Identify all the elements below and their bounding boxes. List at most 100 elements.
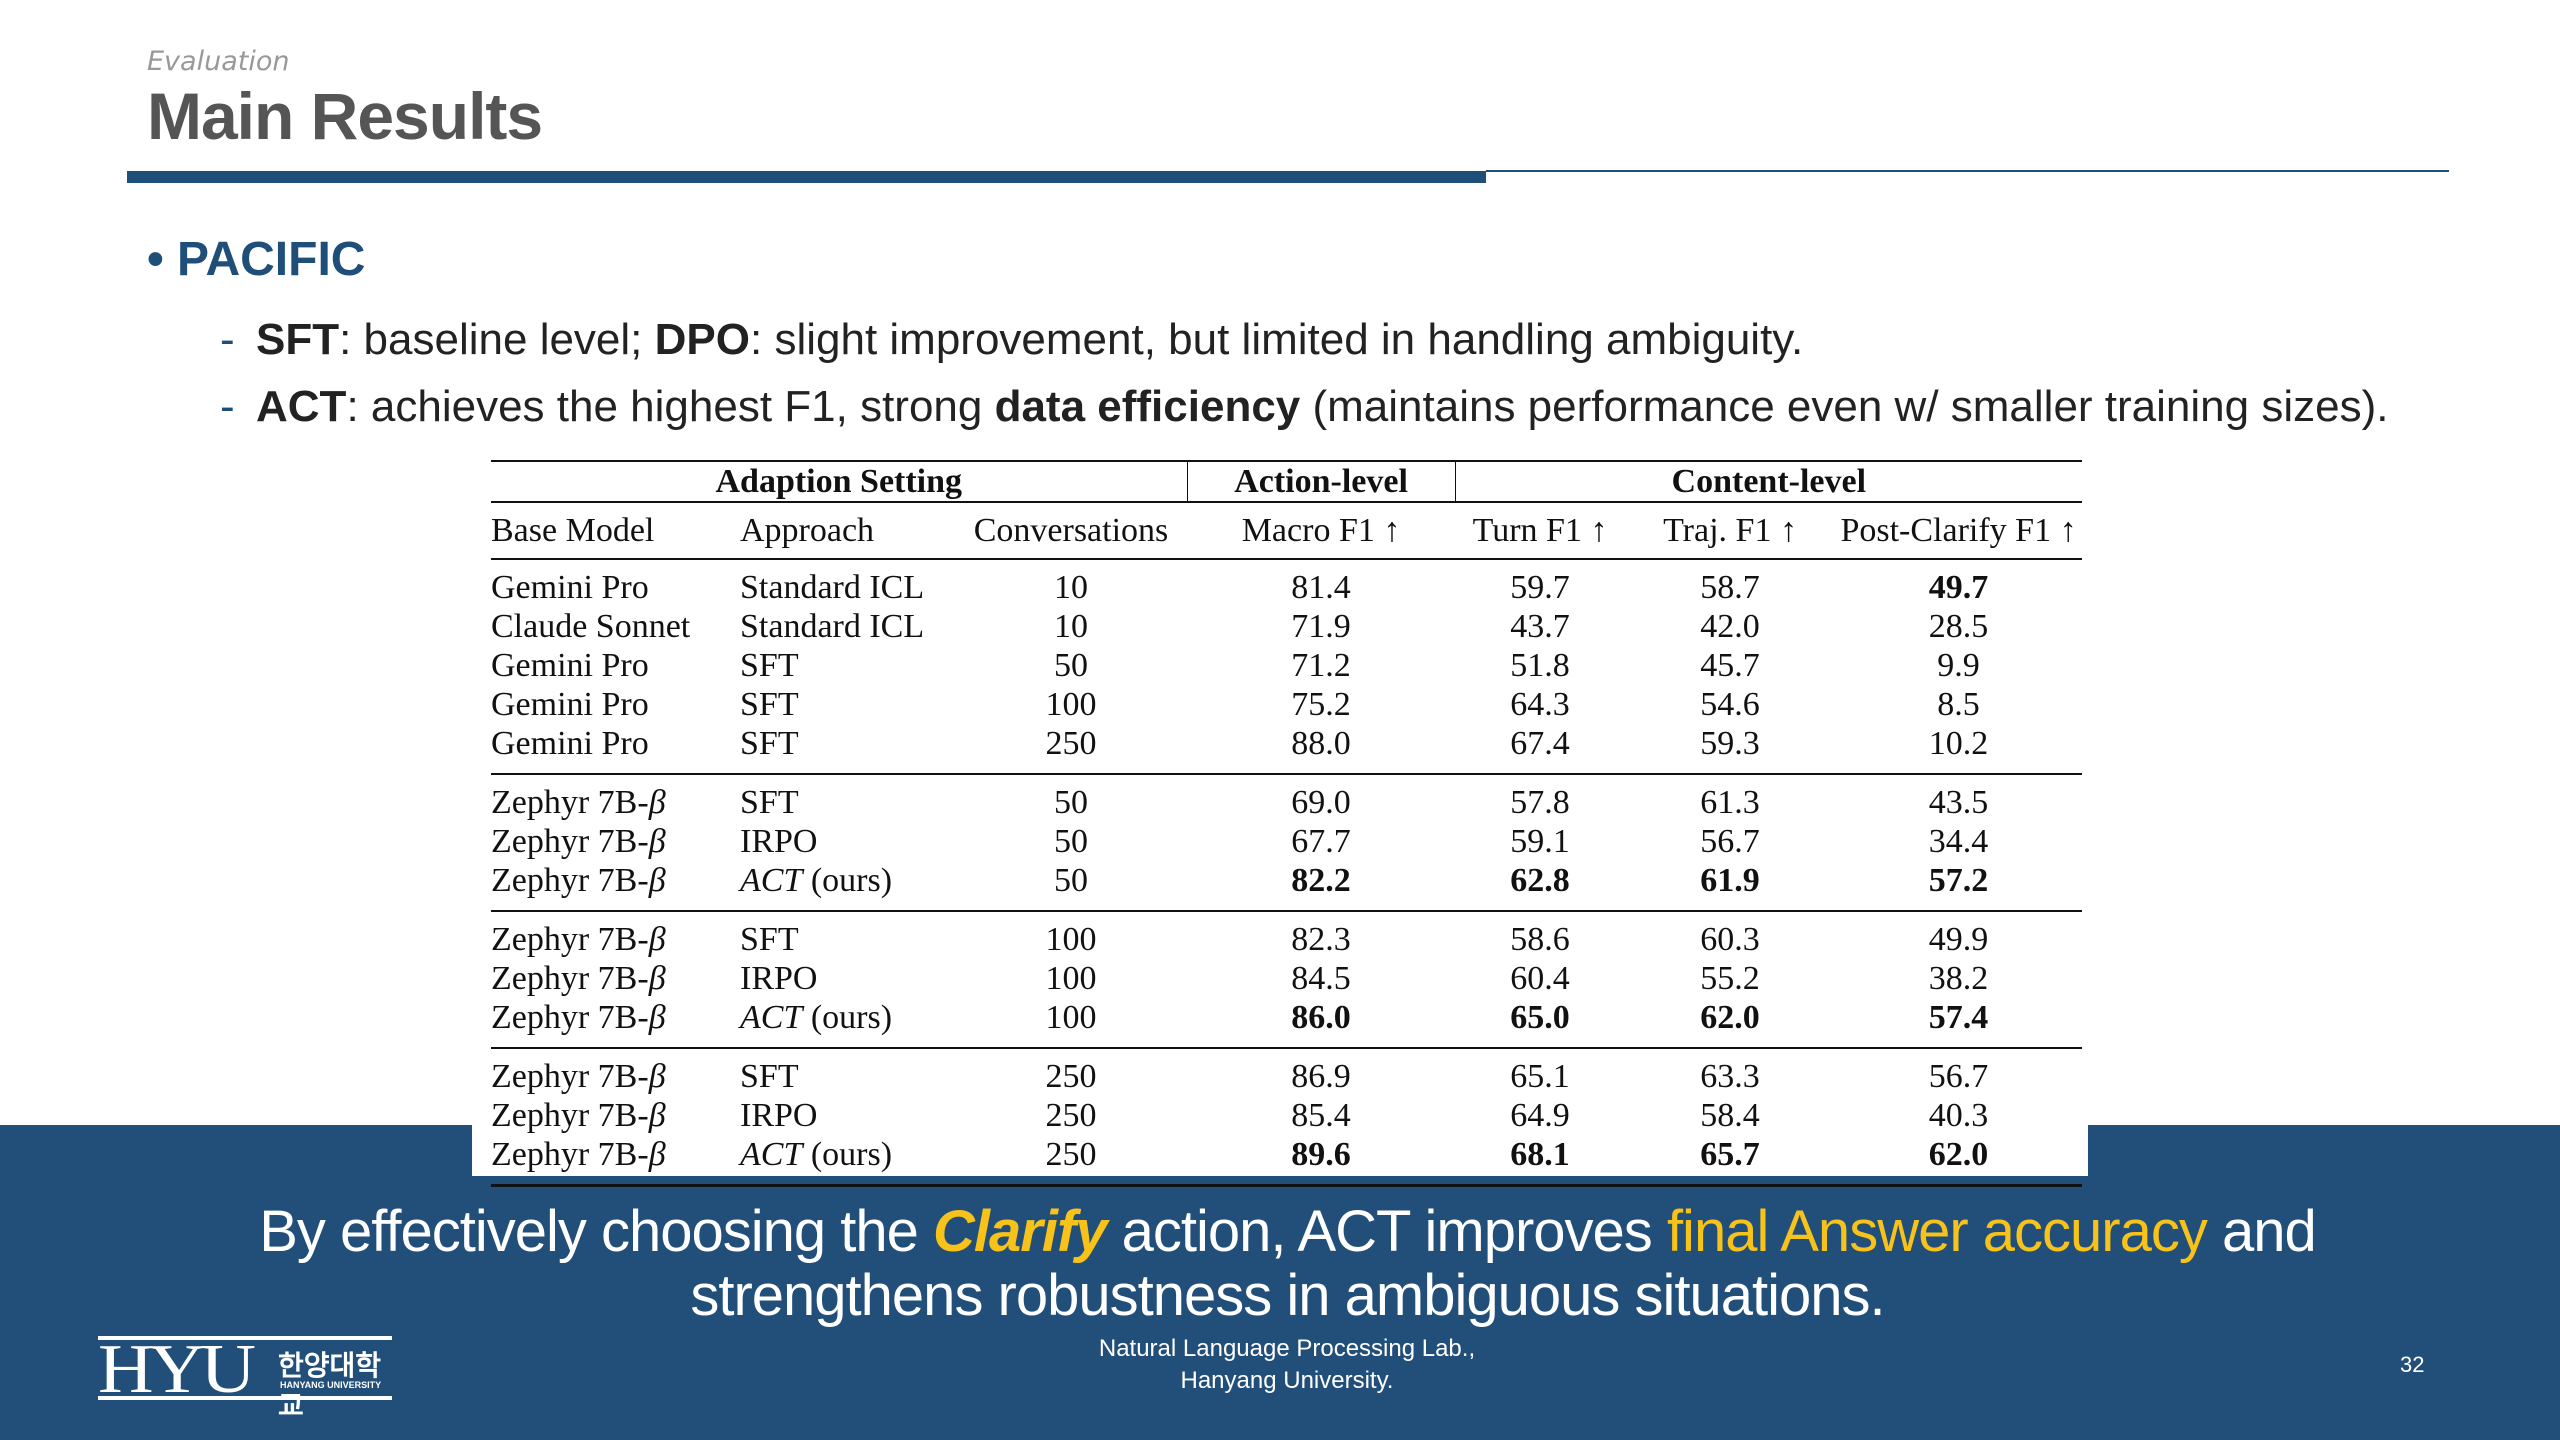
bullet-pacific: • PACIFIC bbox=[147, 232, 365, 287]
table-cell: 82.2 bbox=[1291, 862, 1351, 899]
row-group: Zephyr 7B-β SFT 250 86.9 65.1 63.3 56.7 Zephyr … bbox=[491, 1047, 2083, 1187]
group-content-level: Content-level bbox=[1455, 460, 2083, 503]
table-cell: 68.1 bbox=[1455, 1135, 1626, 1187]
table-cell: 10.2 bbox=[1928, 725, 1989, 762]
keyword: data efficiency bbox=[994, 382, 1301, 431]
table-cell: 34.4 bbox=[1928, 823, 1989, 860]
row-group: Zephyr 7B-β SFT 100 82.3 58.6 60.3 49.9 Zephyr … bbox=[491, 910, 2083, 1048]
table-cell: 8.5 bbox=[1937, 686, 1980, 723]
table-cell: 45.7 bbox=[1700, 647, 1760, 684]
page-title: Main Results bbox=[147, 79, 543, 153]
table-cell: 60.3 bbox=[1625, 910, 1836, 959]
table-cell: SFT bbox=[740, 1047, 955, 1096]
table-cell: 75.2 bbox=[1291, 686, 1351, 723]
table-cell: 65.7 bbox=[1625, 1135, 1836, 1187]
column-header: Turn F1 ↑ bbox=[1455, 502, 1626, 560]
sub-bullet-sft-dpo: - SFT: baseline level; DPO: slight improv… bbox=[220, 315, 1803, 365]
title-underline bbox=[127, 171, 1486, 183]
lab-name: Natural Language Processing Lab., Hanyang… bbox=[1087, 1333, 1487, 1397]
table-cell: 85.4 bbox=[1291, 1097, 1351, 1134]
table-cell: 38.2 bbox=[1928, 960, 1989, 997]
table-row: Gemini Pro Standard ICL 10 81.4 59.7 58.7 49.7 bbox=[491, 559, 2082, 607]
table-cell: 57.2 bbox=[1928, 862, 1989, 899]
table-cell: 100 bbox=[1045, 960, 1097, 997]
table-cell: 63.3 bbox=[1625, 1047, 1836, 1096]
table-cell: 59.1 bbox=[1510, 823, 1570, 860]
table-cell: 100 bbox=[955, 910, 1188, 959]
table-cell: 61.9 bbox=[1700, 862, 1760, 899]
table-cell: 40.3 bbox=[1928, 1097, 1989, 1134]
table-cell: 250 bbox=[955, 1135, 1188, 1187]
table-cell: 84.5 bbox=[1291, 960, 1351, 997]
table-cell: 250 bbox=[1045, 1097, 1097, 1134]
table-row: Zephyr 7B-β SFT 250 86.9 65.1 63.3 56.7 bbox=[491, 1047, 2083, 1096]
table-cell: 62.8 bbox=[1510, 862, 1570, 899]
text: (maintains performance even w/ smaller t… bbox=[1300, 382, 2389, 431]
table-cell: 56.7 bbox=[1700, 823, 1760, 860]
takeaway-caption: By effectively choosing the Clarify acti… bbox=[0, 1200, 2560, 1328]
table-cell: 50 bbox=[1054, 823, 1089, 860]
group-action-level: Action-level bbox=[1186, 460, 1456, 503]
table-row: Zephyr 7B-β SFT 100 82.3 58.6 60.3 49.9 bbox=[491, 910, 2083, 959]
table-cell: 64.3 bbox=[1510, 686, 1570, 723]
group-adaption-setting: Adaption Setting bbox=[491, 460, 1188, 503]
table-cell: 62.0 bbox=[1835, 1135, 2083, 1187]
text: : achieves the highest F1, strong bbox=[346, 382, 995, 431]
table-cell: 43.5 bbox=[1835, 773, 2083, 822]
table-cell: 43.7 bbox=[1510, 608, 1570, 645]
text: : slight improvement, but limited in han… bbox=[750, 315, 1804, 364]
caption-highlight: final Answer accuracy bbox=[1666, 1199, 2208, 1264]
table-cell: 61.3 bbox=[1625, 773, 1836, 822]
bullet-title: PACIFIC bbox=[177, 233, 366, 286]
table-cell: 100 bbox=[1045, 686, 1097, 723]
table-cell: 65.0 bbox=[1510, 999, 1570, 1036]
table-cell: 10 bbox=[1054, 608, 1089, 645]
table-cell: ACT (ours) bbox=[740, 862, 893, 899]
table-cell: 49.7 bbox=[1928, 569, 1989, 606]
column-header: Post-Clarify F1 ↑ bbox=[1835, 502, 2083, 560]
table-row: Gemini Pro SFT 250 88.0 67.4 59.3 10.2 bbox=[491, 724, 2082, 774]
column-header: Approach bbox=[740, 502, 955, 560]
table-cell: 50 bbox=[1054, 862, 1089, 899]
table-cell: 58.7 bbox=[1700, 569, 1760, 606]
table-cell: 59.7 bbox=[1510, 569, 1570, 606]
table-cell: SFT bbox=[740, 647, 799, 684]
results-table: Adaption Setting Action-level Content-le… bbox=[491, 460, 2083, 1187]
text: : baseline level; bbox=[339, 315, 655, 364]
table-cell: 86.9 bbox=[1187, 1047, 1456, 1096]
table-cell: 59.3 bbox=[1700, 725, 1760, 762]
table-cell: Gemini Pro bbox=[491, 725, 649, 762]
table-row: Zephyr 7B-β IRPO 50 67.7 59.1 56.7 34.4 bbox=[491, 822, 2082, 861]
logo-english: HANYANG UNIVERSITY bbox=[280, 1380, 382, 1390]
keyword: ACT bbox=[256, 382, 347, 431]
caption-text: and bbox=[2206, 1199, 2317, 1264]
section-label: Evaluation bbox=[147, 46, 290, 77]
table-row: Zephyr 7B-β ACT (ours) 100 86.0 65.0 62.0 57.4 bbox=[491, 998, 2082, 1048]
table-cell: 55.2 bbox=[1700, 960, 1760, 997]
table-cell: Zephyr 7B-β bbox=[491, 910, 740, 959]
table-cell: 56.7 bbox=[1835, 1047, 2083, 1096]
table-cell: ACT (ours) bbox=[740, 999, 893, 1036]
table-cell: 9.9 bbox=[1937, 647, 1980, 684]
table-cell: 62.0 bbox=[1700, 999, 1760, 1036]
table-cell: 60.4 bbox=[1510, 960, 1570, 997]
table-row: Claude Sonnet Standard ICL 10 71.9 43.7 42.0 2… bbox=[491, 607, 2082, 646]
table-cell: IRPO bbox=[740, 823, 818, 860]
sub-bullet-act: - ACT: achieves the highest F1, strong da… bbox=[220, 382, 2388, 432]
table-cell: 71.9 bbox=[1291, 608, 1351, 645]
column-header: Base Model bbox=[491, 502, 740, 560]
table-cell: 57.4 bbox=[1928, 999, 1989, 1036]
table-cell: 64.9 bbox=[1510, 1097, 1570, 1134]
table-cell: 42.0 bbox=[1700, 608, 1760, 645]
table-cell: Zephyr 7B-β bbox=[491, 999, 666, 1036]
table-row: Gemini Pro SFT 50 71.2 51.8 45.7 9.9 bbox=[491, 646, 2082, 685]
table-cell: Gemini Pro bbox=[491, 647, 649, 684]
group-header-row: Adaption Setting Action-level Content-le… bbox=[491, 460, 2083, 503]
caption-clarify: Clarify bbox=[933, 1199, 1108, 1264]
table-cell: Claude Sonnet bbox=[491, 608, 691, 645]
column-header: Macro F1 ↑ bbox=[1187, 502, 1456, 560]
table-cell: 88.0 bbox=[1291, 725, 1351, 762]
table-cell: Zephyr 7B-β bbox=[491, 960, 666, 997]
table-cell: Zephyr 7B-β bbox=[491, 862, 666, 899]
title-divider bbox=[1486, 170, 2449, 172]
